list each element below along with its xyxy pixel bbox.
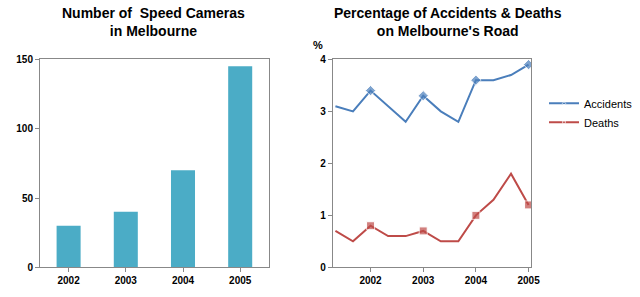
- svg-text:2: 2: [320, 158, 326, 169]
- svg-text:2004: 2004: [172, 275, 195, 286]
- svg-text:100: 100: [16, 123, 33, 134]
- svg-text:2005: 2005: [517, 275, 540, 286]
- svg-text:2003: 2003: [115, 275, 138, 286]
- svg-text:Percentage of Accidents & Deat: Percentage of Accidents & Deathson Melbo…: [334, 5, 562, 39]
- svg-text:2002: 2002: [57, 275, 80, 286]
- svg-text:Deaths: Deaths: [584, 117, 619, 129]
- svg-text:%: %: [313, 39, 323, 51]
- svg-text:3: 3: [320, 106, 326, 117]
- svg-text:Number of Speed Camerasin Mel: Number of Speed Camerasin Melbourne: [62, 5, 245, 39]
- svg-text:2002: 2002: [359, 275, 382, 286]
- svg-text:150: 150: [16, 54, 33, 65]
- svg-text:4: 4: [320, 54, 326, 65]
- svg-text:Accidents: Accidents: [584, 98, 632, 110]
- svg-text:2003: 2003: [412, 275, 435, 286]
- svg-text:2004: 2004: [465, 275, 488, 286]
- svg-text:50: 50: [22, 193, 34, 204]
- svg-text:1: 1: [320, 210, 326, 221]
- svg-text:2005: 2005: [229, 275, 252, 286]
- svg-text:0: 0: [27, 262, 33, 273]
- svg-text:0: 0: [320, 262, 326, 273]
